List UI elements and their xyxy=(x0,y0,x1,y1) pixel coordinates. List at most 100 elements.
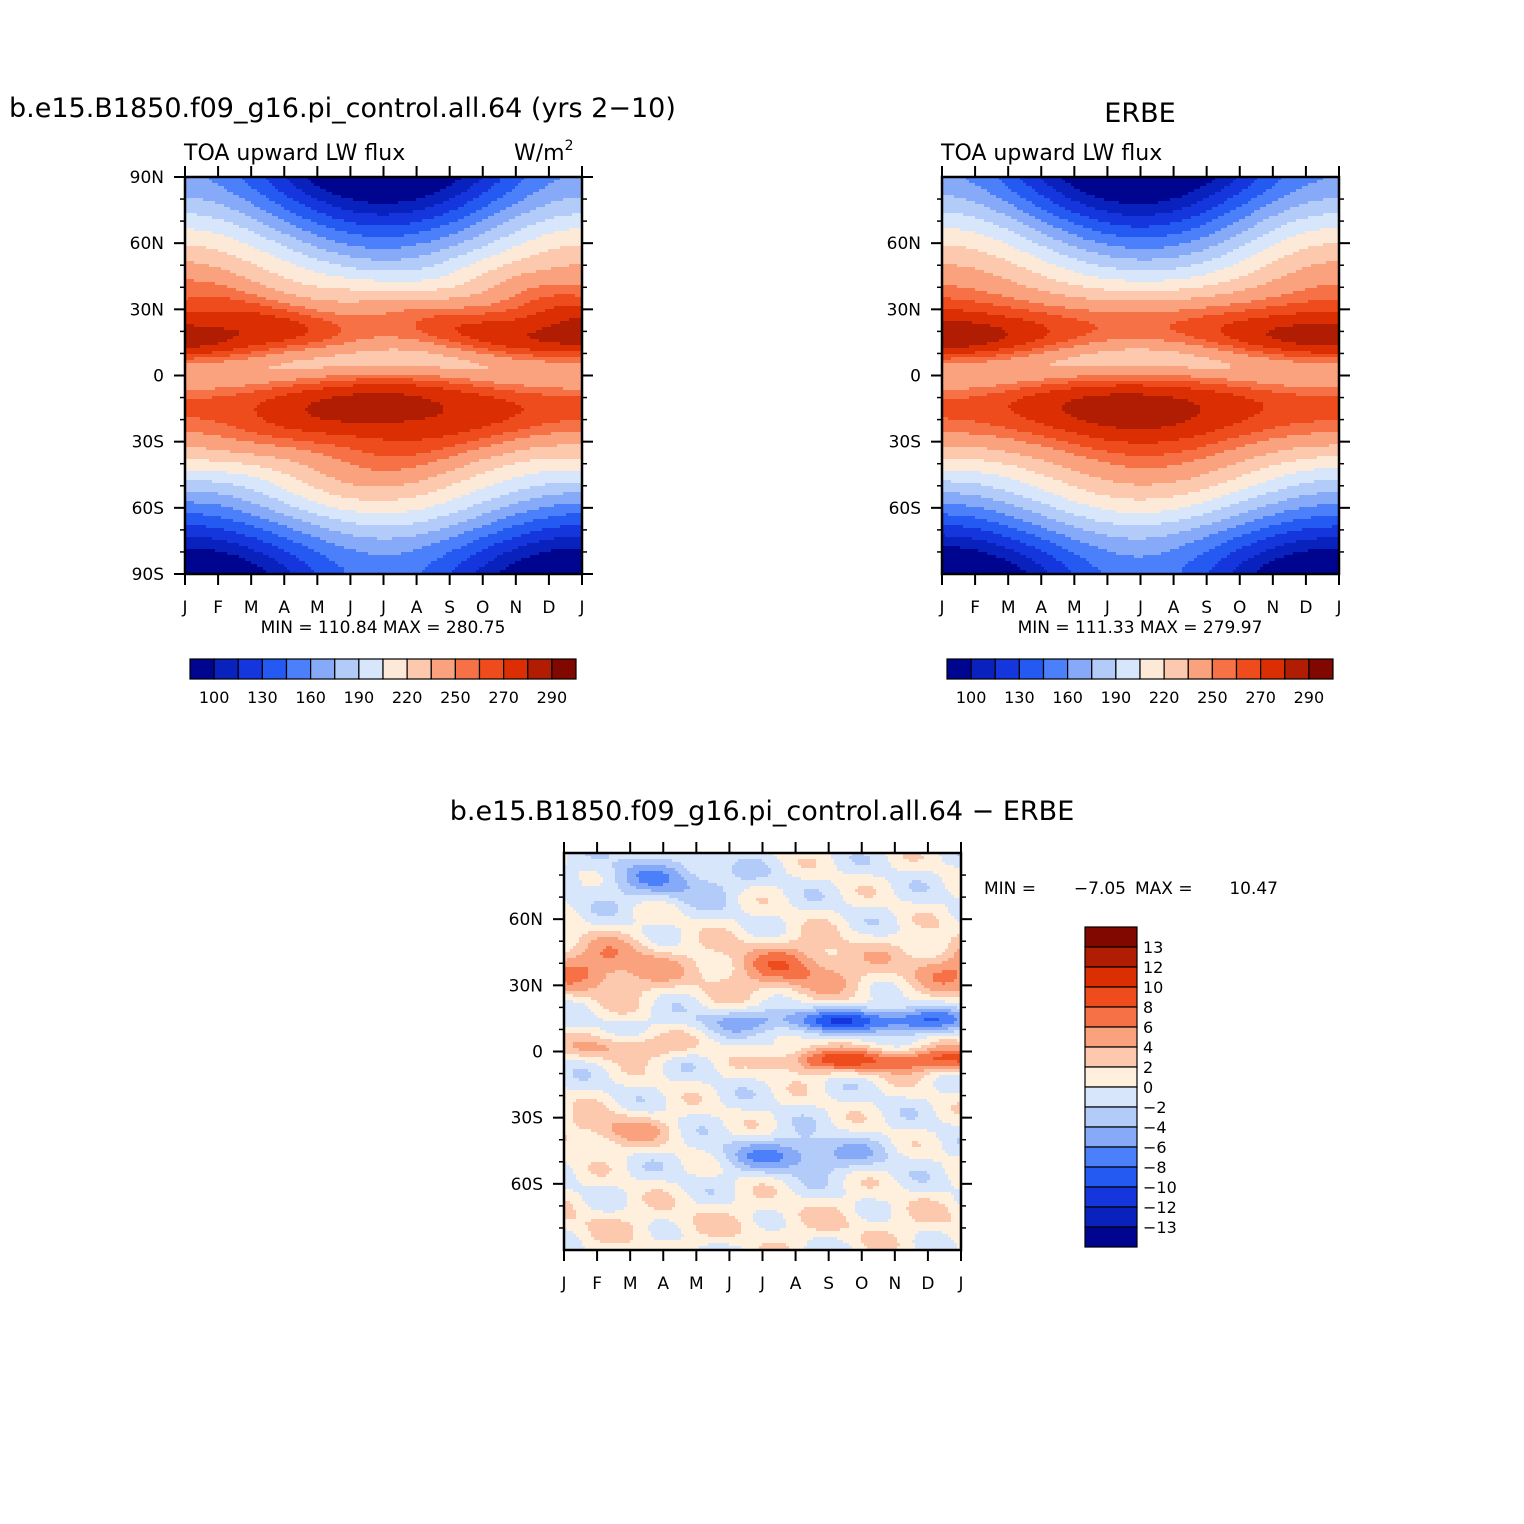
contour-cell xyxy=(573,1042,598,1046)
contour-cell xyxy=(900,928,961,932)
contour-cell xyxy=(185,228,195,232)
contour-cell xyxy=(521,273,582,277)
contour-cell xyxy=(1011,477,1054,481)
contour-cell xyxy=(738,895,787,899)
contour-cell xyxy=(323,387,444,391)
contour-cell xyxy=(861,1009,916,1013)
contour-cell xyxy=(588,967,685,971)
contour-cell xyxy=(1065,267,1117,271)
contour-cell xyxy=(588,1228,634,1232)
contour-cell xyxy=(960,492,1015,496)
contour-cell xyxy=(564,853,568,857)
contour-cell xyxy=(338,333,429,337)
contour-cell xyxy=(1005,513,1042,517)
contour-cell xyxy=(503,420,561,424)
contour-cell xyxy=(942,216,976,220)
contour-cell xyxy=(564,1120,574,1124)
contour-cell xyxy=(1047,516,1087,520)
contour-cell xyxy=(1275,228,1321,232)
contour-cell xyxy=(1017,219,1042,223)
contour-cell xyxy=(600,1027,649,1031)
contour-cell xyxy=(681,1159,718,1163)
contour-cell xyxy=(741,1231,865,1235)
contour-cell xyxy=(1011,561,1036,565)
contour-cell xyxy=(588,1204,628,1208)
contour-cell xyxy=(876,1198,919,1202)
contour-cell xyxy=(212,231,255,235)
contour-cell xyxy=(951,1123,961,1127)
contour-cell xyxy=(897,916,913,920)
contour-cell xyxy=(326,345,447,349)
contour-cell xyxy=(1215,177,1237,181)
contour-cell xyxy=(1305,231,1339,235)
contour-cell xyxy=(810,970,835,974)
contour-cell xyxy=(597,1000,640,1004)
contour-cell xyxy=(1263,408,1339,412)
contour-cell xyxy=(1053,492,1096,496)
contour-cell xyxy=(185,276,246,280)
colorbar-box xyxy=(1211,658,1238,680)
contour-cell xyxy=(684,901,727,905)
contour-cell xyxy=(942,961,961,965)
contour-cell xyxy=(744,1000,763,1004)
contour-cell xyxy=(567,901,595,905)
contour-cell xyxy=(696,1228,742,1232)
contour-cell xyxy=(440,375,582,379)
contour-cell xyxy=(1200,381,1258,385)
contour-cell xyxy=(564,979,583,983)
contour-cell xyxy=(1221,330,1270,334)
contour-cell xyxy=(269,225,297,229)
contour-cell xyxy=(999,339,1036,343)
contour-cell xyxy=(870,856,889,860)
contour-cell xyxy=(326,273,450,277)
contour-cell xyxy=(687,883,718,887)
contour-cell xyxy=(687,1048,802,1052)
contour-cell xyxy=(482,207,507,211)
contour-cell xyxy=(263,222,291,226)
contour-cell xyxy=(311,450,363,454)
contour-cell xyxy=(699,1039,715,1043)
contour-cell xyxy=(1296,459,1339,463)
contour-cell xyxy=(1215,294,1282,298)
x-tick-label: F xyxy=(970,598,980,618)
contour-cell xyxy=(672,1057,709,1061)
contour-cell xyxy=(912,1177,931,1181)
contour-cell xyxy=(783,994,808,998)
contour-cell xyxy=(242,258,282,262)
contour-cell xyxy=(606,1105,622,1109)
contour-cell xyxy=(849,1165,943,1169)
contour-cell xyxy=(564,1129,592,1133)
contour-cell xyxy=(738,1219,754,1223)
contour-cell xyxy=(648,1018,697,1022)
contour-cell xyxy=(287,537,321,541)
contour-cell xyxy=(1281,225,1339,229)
contour-cell xyxy=(1119,201,1159,205)
contour-cell xyxy=(1182,207,1213,211)
contour-cell xyxy=(591,1129,613,1133)
contour-cell xyxy=(753,949,799,953)
contour-cell xyxy=(278,522,312,526)
contour-cell xyxy=(1254,180,1279,184)
contour-cell xyxy=(786,871,844,875)
contour-cell xyxy=(630,1171,688,1175)
contour-cell xyxy=(494,543,528,547)
contour-cell xyxy=(807,919,829,923)
contour-cell xyxy=(699,1231,742,1235)
contour-cell xyxy=(422,330,459,334)
contour-cell xyxy=(1014,351,1045,355)
contour-cell xyxy=(1221,360,1294,364)
contour-cell xyxy=(377,537,393,541)
contour-cell xyxy=(272,213,297,217)
contour-cell xyxy=(759,979,847,983)
contour-cell xyxy=(942,549,979,553)
contour-cell xyxy=(1203,285,1258,289)
contour-cell xyxy=(807,1186,826,1190)
contour-cell xyxy=(425,507,468,511)
contour-cell xyxy=(275,240,303,244)
contour-cell xyxy=(948,1153,961,1157)
contour-cell xyxy=(527,315,582,319)
contour-cell xyxy=(564,910,577,914)
contour-cell xyxy=(1233,570,1258,574)
contour-cell xyxy=(942,213,964,217)
